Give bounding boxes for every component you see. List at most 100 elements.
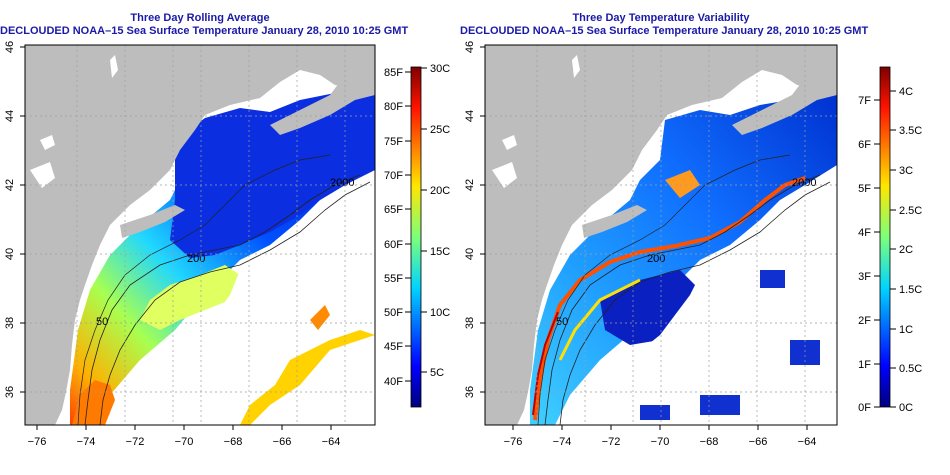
right-map-subtitle: DECLOUDED NOAA–15 Sea Surface Temperatur… [460,25,869,37]
right-map: 200 2000 50 [464,41,838,448]
left-contour-50 [77,154,331,426]
left-cloud-mask [120,240,375,425]
colorbar-c-label: 2C [899,244,913,256]
lon-tick-label: −68 [224,436,243,448]
colorbar-f-label: 55F [384,273,403,285]
right-colorbar-gradient [879,66,891,408]
colorbar-f-label: 75F [384,136,403,148]
colorbar-c-label: 0.5C [899,363,922,375]
lon-tick-label: −70 [651,436,670,448]
colorbar-f-label: 7F [858,95,871,107]
left-contour-2000 [99,181,371,426]
left-map-title: Three Day Rolling Average [130,12,270,24]
lon-tick-label: −76 [28,436,47,448]
left-colorbar-gradient [410,66,422,408]
right-contour-50 [537,154,791,426]
left-gulfstream [72,380,115,425]
colorbar-f-label: 85F [384,67,403,79]
right-high-variability-band [532,311,559,416]
lon-tick-label: −70 [175,436,194,448]
colorbar-f-label: 50F [384,307,403,319]
right-map-title: Three Day Temperature Variability [572,12,750,24]
left-ocean-cold [170,92,375,258]
right-contour-200 [544,174,821,426]
lat-tick-label: 44 [464,110,476,122]
right-warm-patch [665,170,700,198]
colorbar-f-label: 2F [858,315,871,327]
left-land [25,45,375,425]
left-colorbar: 40F 45F 50F 55F 60F 65F 70F 75F 80F 85F … [384,63,450,408]
right-colorbar: 0F 1F 2F 3F 4F 5F 6F 7F 0C 0.5C 1C 1.5C … [858,66,922,414]
right-lake [492,162,517,188]
colorbar-f-label: 80F [384,101,403,113]
colorbar-f-label: 6F [858,139,871,151]
colorbar-f-label: 1F [858,359,871,371]
lon-tick-label: −68 [700,436,719,448]
colorbar-f-label: 40F [384,376,403,388]
left-lake [30,162,55,188]
right-ocean-variability [530,90,837,425]
right-yellow-band [558,278,641,361]
lon-tick-label: −72 [602,436,621,448]
colorbar-c-label: 10C [430,307,450,319]
right-contour-2000 [559,181,831,426]
lon-tick-label: −72 [126,436,145,448]
colorbar-c-label: 3C [899,165,913,177]
left-long-island [120,205,185,238]
right-data-speck [760,270,785,288]
colorbar-c-label: 1.5C [899,284,922,296]
right-lake [572,55,580,78]
lon-tick-label: −74 [77,436,96,448]
right-grid [485,45,837,425]
colorbar-f-label: 5F [858,183,871,195]
left-contour-label: 200 [187,253,205,265]
colorbar-f-label: 70F [384,170,403,182]
left-warm-region [140,265,240,330]
left-map: 200 2000 50 [4,41,376,448]
lat-tick-label: 38 [4,317,16,329]
left-tick-marks [20,46,332,430]
lon-tick-label: −76 [504,436,523,448]
left-grid [25,45,375,425]
lon-tick-label: −66 [273,436,292,448]
colorbar-f-label: 60F [384,239,403,251]
left-orange-patch [310,305,330,330]
colorbar-c-label: 0C [899,402,913,414]
lat-tick-label: 38 [464,317,476,329]
lat-tick-label: 40 [4,248,16,260]
colorbar-f-label: 3F [858,271,871,283]
lat-tick-label: 44 [4,110,16,122]
right-contour-label: 50 [556,316,568,328]
lon-tick-label: −74 [553,436,572,448]
left-contour-200 [84,174,361,426]
lat-tick-label: 36 [4,386,16,398]
lat-tick-label: 46 [4,41,16,53]
lat-tick-label: 46 [464,41,476,53]
left-contour-label: 2000 [330,177,354,189]
colorbar-c-label: 3.5C [899,125,922,137]
right-contour-label: 200 [647,253,665,265]
right-contour-label: 2000 [792,177,816,189]
right-tick-marks [480,46,808,430]
lon-tick-label: −64 [322,436,341,448]
right-nova-scotia [732,60,837,135]
colorbar-c-label: 15C [430,246,450,258]
colorbar-f-label: 4F [858,227,871,239]
right-map-border [484,44,838,426]
colorbar-c-label: 4C [899,86,913,98]
colorbar-c-label: 20C [430,185,450,197]
colorbar-c-label: 5C [430,367,444,379]
left-map-border [24,44,376,426]
lat-tick-label: 36 [464,386,476,398]
right-data-speck [640,405,670,420]
lon-tick-label: −66 [749,436,768,448]
right-long-island [582,205,647,238]
lon-tick-label: −64 [798,436,817,448]
right-data-speck [700,395,740,415]
lat-tick-label: 42 [4,179,16,191]
lat-tick-label: 42 [464,179,476,191]
colorbar-c-label: 30C [430,63,450,75]
left-lake [40,135,55,150]
left-contour-label: 50 [96,316,108,328]
